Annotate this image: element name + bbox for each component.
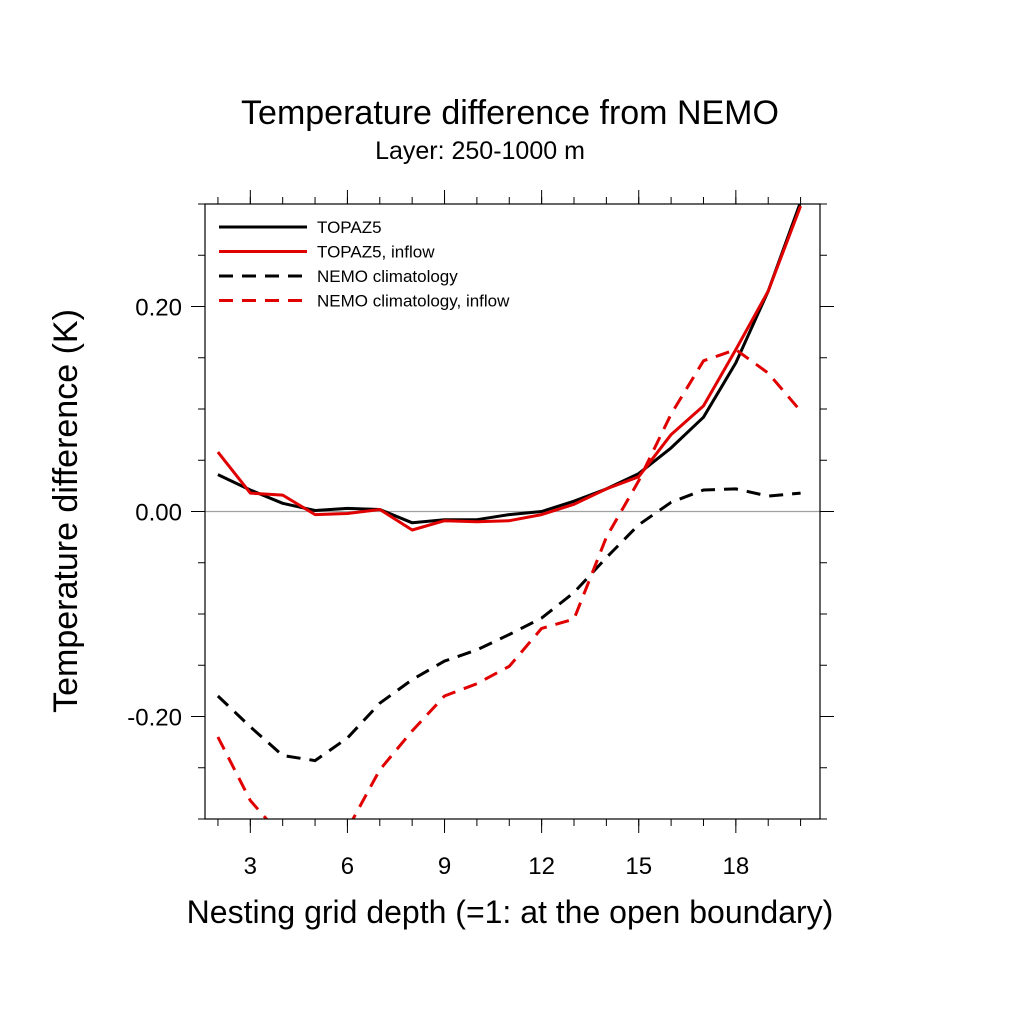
y-tick-label: -0.20 (127, 705, 182, 732)
x-axis-label: Nesting grid depth (=1: at the open boun… (187, 894, 834, 930)
chart-subtitle: Layer: 250-1000 m (375, 137, 585, 165)
y-tick-label: 0.00 (135, 500, 182, 527)
series-line-1 (217, 204, 802, 525)
legend: TOPAZ5 TOPAZ5, inflow NEMO climatology NEMO… (219, 218, 510, 311)
chart-title: Temperature difference from NEMO (241, 94, 779, 132)
legend-label: NEMO climatology (317, 267, 458, 286)
x-tick-label: 12 (528, 853, 555, 880)
x-tick-label: 9 (438, 853, 451, 880)
series-line-4 (216, 348, 802, 819)
x-tick-label: 18 (722, 853, 749, 880)
series-line-2 (216, 205, 803, 532)
series-line-3 (216, 487, 801, 763)
legend-label: TOPAZ5, inflow (317, 243, 435, 262)
x-tick-label: 15 (625, 853, 652, 880)
legend-label: TOPAZ5 (317, 218, 382, 237)
x-tick-label: 3 (244, 853, 257, 880)
y-axis-label: Temperature difference (K) (47, 309, 85, 713)
y-tick-label: 0.20 (135, 295, 182, 322)
x-tick-label: 6 (341, 853, 354, 880)
legend-label: NEMO climatology, inflow (317, 292, 510, 311)
plot-frame (204, 203, 821, 820)
